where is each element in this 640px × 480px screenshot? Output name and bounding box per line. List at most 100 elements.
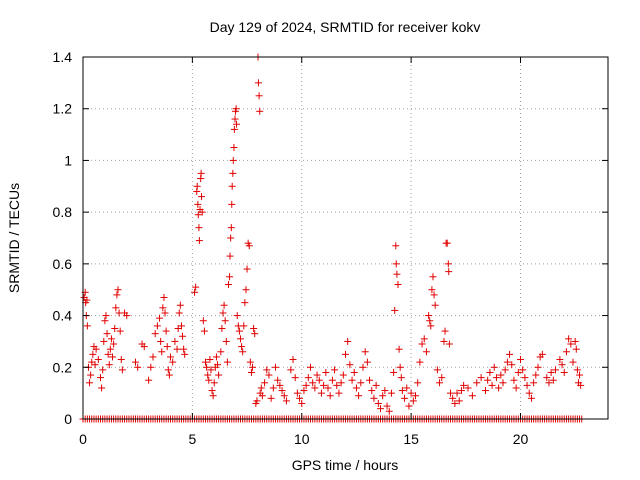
data-point	[269, 384, 277, 392]
data-point	[246, 358, 254, 366]
data-point	[521, 374, 529, 382]
data-point	[436, 379, 444, 387]
data-point	[226, 252, 234, 260]
data-point	[195, 237, 203, 245]
data-point	[229, 169, 237, 177]
data-point	[352, 384, 360, 392]
data-point	[428, 286, 436, 294]
data-point	[156, 314, 164, 322]
data-point	[488, 381, 496, 389]
data-point	[256, 107, 264, 115]
data-point	[272, 363, 279, 371]
data-point	[418, 340, 426, 348]
data-point	[227, 234, 235, 242]
data-point	[230, 125, 238, 133]
x-tick-label: 10	[294, 431, 310, 447]
data-point	[86, 379, 94, 387]
data-point	[342, 350, 349, 358]
data-point	[159, 304, 167, 312]
data-point	[215, 371, 223, 379]
data-point	[101, 317, 109, 325]
chart-title: Day 129 of 2024, SRMTID for receiver kok…	[210, 19, 481, 35]
x-tick-label: 0	[79, 431, 87, 447]
data-point	[194, 211, 202, 219]
data-point	[455, 397, 463, 405]
data-point	[370, 394, 378, 402]
data-point	[441, 327, 449, 335]
data-point	[239, 348, 247, 356]
data-point	[153, 322, 161, 330]
data-point	[517, 356, 524, 364]
data-point	[157, 337, 165, 345]
data-point	[249, 363, 257, 371]
data-point	[576, 371, 584, 379]
data-point	[377, 405, 384, 413]
data-point	[162, 327, 170, 335]
data-point	[482, 387, 489, 395]
data-point	[177, 322, 185, 330]
data-point	[552, 366, 559, 374]
data-point	[218, 325, 226, 332]
data-point	[223, 358, 231, 366]
data-point	[134, 363, 142, 371]
data-point	[147, 363, 155, 371]
data-point	[577, 381, 585, 389]
data-point	[238, 343, 246, 351]
data-point	[545, 379, 553, 387]
data-point	[543, 374, 551, 382]
data-point	[497, 371, 505, 379]
data-point	[381, 387, 389, 395]
data-point	[302, 381, 310, 389]
data-point	[255, 92, 263, 100]
data-point	[180, 345, 188, 353]
data-point	[251, 330, 259, 338]
data-point	[132, 358, 139, 366]
data-point	[430, 291, 438, 299]
data-point	[492, 374, 500, 382]
data-point	[202, 358, 209, 366]
data-point	[204, 371, 212, 379]
data-point	[403, 384, 411, 392]
data-point	[431, 301, 439, 309]
data-point	[169, 358, 177, 366]
data-point	[113, 291, 121, 299]
data-point	[243, 265, 251, 273]
data-point	[280, 392, 288, 400]
data-point	[390, 368, 398, 376]
data-point	[547, 368, 555, 376]
data-point	[104, 350, 112, 358]
x-tick-label: 5	[188, 431, 196, 447]
data-point	[444, 260, 452, 268]
y-tick-label: 0.8	[53, 204, 73, 220]
data-point	[193, 182, 201, 190]
data-point	[395, 345, 403, 353]
data-point	[181, 350, 189, 358]
y-tick-label: 0.4	[53, 308, 73, 324]
x-axis-label: GPS time / hours	[292, 457, 399, 473]
data-point	[333, 381, 341, 389]
x-tick-label: 15	[403, 431, 419, 447]
data-point	[549, 376, 557, 384]
data-point	[534, 363, 542, 371]
data-point	[445, 340, 453, 348]
data-point	[530, 379, 538, 387]
data-point	[233, 120, 241, 128]
data-point	[372, 381, 380, 389]
data-point	[538, 350, 546, 358]
data-point	[387, 389, 395, 397]
data-point	[398, 387, 406, 395]
data-point	[366, 376, 374, 384]
data-point	[235, 327, 243, 335]
plot-frame	[82, 56, 609, 420]
data-point	[230, 144, 238, 151]
data-point	[163, 343, 171, 351]
data-point	[278, 387, 286, 395]
data-point	[258, 392, 266, 400]
data-point	[438, 374, 446, 382]
data-point	[198, 208, 206, 216]
data-point	[282, 397, 290, 405]
x-tick-labels: 0 5 10 15 20	[79, 431, 528, 447]
data-point	[346, 361, 354, 369]
data-point	[451, 399, 459, 407]
data-point	[556, 356, 564, 364]
